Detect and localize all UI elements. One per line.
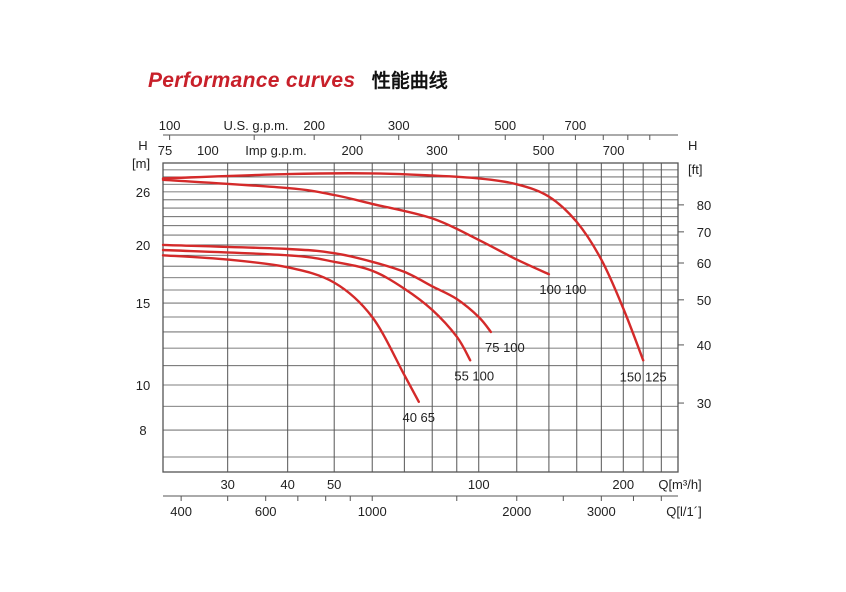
impgpm-tick-label: 700	[603, 143, 625, 158]
y-tick-label-ft: 60	[697, 256, 711, 271]
x-tick-label-m3h: 50	[327, 477, 341, 492]
series-curve	[161, 248, 472, 362]
usgpm-axis-label: U.S. g.p.m.	[223, 118, 288, 133]
series-label: 55 100	[454, 368, 494, 383]
impgpm-tick-label: 500	[533, 143, 555, 158]
x-tick-label-m3h: 100	[468, 477, 490, 492]
series-curve	[161, 243, 493, 334]
impgpm-tick-label: 300	[426, 143, 448, 158]
series-curve	[161, 178, 551, 276]
impgpm-axis-label: Imp g.p.m.	[245, 143, 306, 158]
y-tick-label-m: 10	[136, 378, 150, 393]
y-tick-label-m: 26	[136, 185, 150, 200]
series-curve	[161, 172, 645, 362]
series-curve	[161, 254, 420, 403]
impgpm-tick-label: 75	[158, 143, 172, 158]
y-tick-label-m: 15	[136, 296, 150, 311]
usgpm-tick-label: 100	[159, 118, 181, 133]
x-axis-unit-m3h: Q[m³/h]	[658, 477, 701, 492]
usgpm-tick-label: 300	[388, 118, 410, 133]
y-tick-label-ft: 80	[697, 198, 711, 213]
y-tick-label-ft: 70	[697, 225, 711, 240]
x-tick-label-m3h: 30	[220, 477, 234, 492]
series-label: 40 65	[402, 410, 435, 425]
x-tick-label-lmin: 3000	[587, 504, 616, 519]
usgpm-tick-label: 500	[494, 118, 516, 133]
y-tick-label-m: 20	[136, 238, 150, 253]
x-tick-label-m3h: 200	[612, 477, 634, 492]
chart-title-block: Performance curves 性能曲线	[148, 66, 448, 93]
usgpm-tick-label: 700	[565, 118, 587, 133]
chart-title: Performance curves	[148, 69, 356, 92]
axis-unit-right: [ft]	[688, 162, 702, 177]
y-tick-label-m: 8	[139, 423, 146, 438]
x-tick-label-lmin: 2000	[502, 504, 531, 519]
x-tick-label-m3h: 40	[280, 477, 294, 492]
impgpm-tick-label: 200	[342, 143, 364, 158]
y-tick-label-ft: 50	[697, 293, 711, 308]
series-label: 75 100	[485, 340, 525, 355]
plot-frame	[162, 162, 679, 473]
y-tick-label-ft: 40	[697, 338, 711, 353]
axis-h-label-right: H	[688, 138, 697, 153]
impgpm-tick-label: 100	[197, 143, 219, 158]
chart-title-cn: 性能曲线	[371, 71, 448, 92]
x-tick-label-lmin: 1000	[358, 504, 387, 519]
x-tick-label-lmin: 600	[255, 504, 277, 519]
axis-h-label-left: H	[138, 138, 147, 153]
y-tick-label-ft: 30	[697, 396, 711, 411]
x-tick-label-lmin: 400	[170, 504, 192, 519]
series-label: 150 125	[620, 369, 667, 384]
axis-unit-left: [m]	[132, 156, 150, 171]
x-axis-unit-lmin: Q[l/1´]	[666, 504, 701, 519]
usgpm-tick-label: 200	[303, 118, 325, 133]
series-label: 100 100	[539, 282, 586, 297]
